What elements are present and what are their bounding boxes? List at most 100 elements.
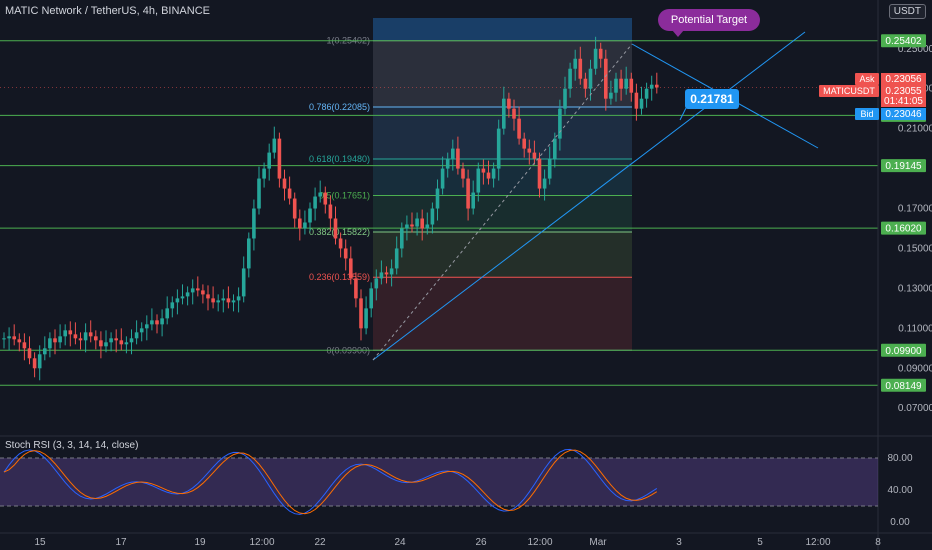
candle-body — [644, 88, 649, 99]
candle-body — [88, 332, 93, 337]
candle-body — [410, 224, 414, 227]
candle-body — [262, 168, 266, 179]
time-axis-tick: 26 — [475, 537, 487, 548]
quote-value: 0.23056 — [885, 74, 922, 85]
quote-value: 0.23046 — [885, 109, 922, 120]
candle-body — [496, 128, 501, 169]
candle-body — [308, 208, 312, 223]
ascending-trendline — [372, 31, 806, 361]
candle-body — [211, 298, 215, 303]
candle-body — [532, 152, 537, 159]
candle-body — [476, 168, 481, 193]
candle-body — [247, 238, 251, 269]
quote-value-box — [881, 85, 926, 97]
candle-body — [400, 228, 404, 249]
candle-body — [379, 272, 384, 279]
quote-value: 01:41:05 — [884, 96, 923, 107]
candle-body — [277, 138, 282, 179]
candle-body — [349, 258, 353, 279]
price-level-tag-text: 0.25402 — [885, 36, 922, 47]
candle-body — [267, 152, 271, 169]
candle-body — [160, 318, 164, 325]
candle-body — [68, 330, 73, 335]
candle-body — [257, 178, 261, 209]
time-axis-tick: 17 — [115, 537, 127, 548]
candle-body — [124, 342, 129, 345]
time-axis-tick: 3 — [676, 537, 682, 548]
target-pointer — [679, 107, 687, 121]
candle-body — [109, 338, 113, 343]
candle-body — [37, 354, 42, 369]
time-axis-tick: Mar — [589, 537, 607, 548]
candle-body — [491, 168, 496, 179]
stoch-axis-tick: 80.00 — [887, 453, 912, 464]
candle-body — [486, 172, 491, 179]
fib-zone-3 — [373, 158, 632, 196]
candle-body — [445, 158, 450, 169]
quote-value-box — [881, 108, 926, 120]
candle-body — [547, 158, 552, 179]
price-level-tag-text: 0.16020 — [885, 224, 922, 235]
quote-value-box — [881, 73, 926, 85]
price-axis-tick: 0.07000 — [898, 403, 932, 414]
candle-body — [553, 138, 557, 159]
candle-body — [343, 248, 348, 259]
candle-body — [614, 78, 618, 93]
candle-body — [384, 272, 389, 275]
candle-body — [558, 108, 562, 139]
candle-body — [440, 168, 445, 189]
price-level-tag-text: 0.19145 — [885, 161, 922, 172]
candle-body — [537, 158, 542, 189]
candle-body — [99, 340, 103, 347]
candle-body — [624, 78, 628, 89]
quote-label-box — [855, 108, 879, 120]
candle-body — [333, 218, 338, 239]
stoch-axis-tick: 0.00 — [890, 517, 910, 528]
candle-body — [303, 222, 307, 229]
candle-body — [435, 188, 440, 209]
price-axis-tick: 0.25000 — [898, 44, 932, 55]
candle-body — [461, 168, 465, 179]
candle-body — [394, 248, 399, 269]
candle-body — [318, 192, 322, 197]
candle-body — [78, 338, 83, 341]
candle-body — [542, 178, 547, 189]
candle-body — [27, 348, 32, 359]
candle-body — [583, 78, 588, 89]
candle-body — [568, 68, 572, 89]
candle-body — [354, 278, 358, 299]
candle-body — [456, 148, 460, 169]
candle-body — [639, 98, 644, 109]
candle-body — [598, 48, 603, 59]
candle-body — [43, 348, 47, 355]
quote-value: 0.23055 — [885, 86, 922, 97]
price-axis-tick: 0.11000 — [898, 323, 932, 334]
candle-body — [185, 292, 190, 297]
candle-body — [155, 320, 159, 325]
fib-zone-1 — [373, 40, 632, 107]
candle-body — [134, 332, 139, 339]
quote-label: Bid — [860, 109, 873, 119]
candle-body — [415, 218, 419, 227]
candle-body — [216, 300, 220, 303]
time-axis-tick: 8 — [875, 537, 881, 548]
fib-zone-0 — [373, 18, 632, 41]
candle-body — [522, 138, 526, 149]
candle-body — [252, 208, 256, 239]
candle-body — [22, 342, 27, 349]
candle-body — [94, 336, 98, 341]
candle-body — [323, 192, 328, 205]
candle-body — [364, 308, 368, 329]
candle-body — [236, 296, 241, 301]
candle-body — [405, 224, 409, 229]
quote-label-box — [855, 73, 879, 85]
candle-body — [165, 308, 169, 319]
candle-body — [466, 178, 470, 209]
time-axis-tick: 12:00 — [249, 537, 274, 548]
price-level-tag — [881, 159, 926, 173]
candle-body — [578, 58, 583, 79]
price-level-tag — [881, 343, 926, 357]
candle-body — [17, 339, 22, 343]
